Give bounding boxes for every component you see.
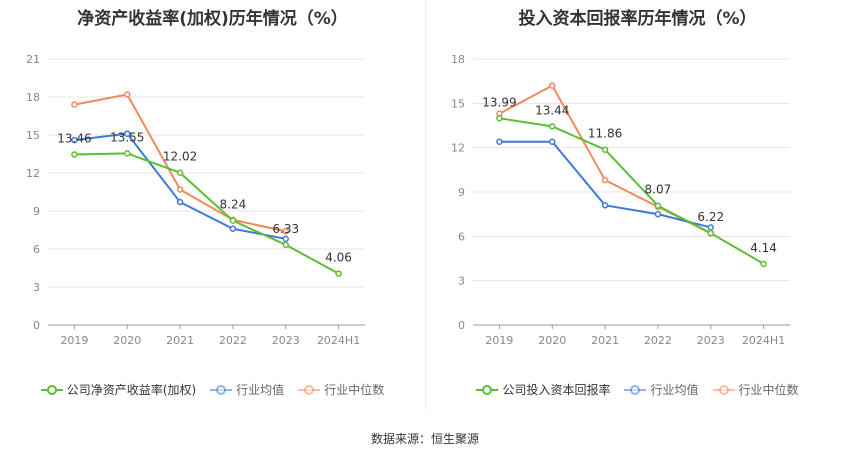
legend-label: 行业中位数 (738, 383, 799, 397)
legend-item-avg[interactable]: 行业均值 (210, 381, 284, 398)
y-tick-label: 0 (458, 319, 465, 332)
data-label: 8.07 (645, 183, 672, 197)
y-tick-label: 9 (458, 186, 465, 199)
data-label: 11.86 (588, 127, 622, 141)
series-line-median (498, 84, 712, 235)
data-point-company (124, 150, 131, 157)
data-point-median (71, 101, 78, 108)
y-tick-label: 12 (451, 142, 465, 155)
data-label: 13.46 (57, 132, 91, 146)
data-label: 13.44 (535, 103, 569, 117)
data-point-avg (654, 210, 662, 218)
y-tick-label: 3 (458, 275, 465, 288)
y-tick-label: 0 (33, 319, 40, 332)
data-point-median (601, 176, 609, 184)
data-point-company (71, 151, 78, 158)
y-tick-label: 18 (26, 91, 40, 104)
x-tick-label: 2021 (166, 334, 194, 347)
data-point-avg (549, 138, 556, 146)
data-point-company (176, 169, 184, 176)
legend-label: 公司投入资本回报率 (502, 383, 611, 397)
data-point-median (176, 186, 184, 193)
x-tick-label: 2019 (485, 334, 513, 347)
y-tick-label: 12 (26, 167, 40, 180)
y-tick-label: 21 (26, 53, 40, 66)
series-line-company (499, 117, 765, 265)
y-tick-label: 15 (451, 97, 465, 110)
x-tick-label: 2023 (697, 334, 725, 347)
data-point-avg (124, 130, 131, 137)
data-point-avg (707, 224, 714, 231)
data-point-avg (176, 198, 184, 206)
data-point-company (282, 241, 289, 249)
series-line-avg (499, 140, 711, 229)
data-point-median (282, 228, 289, 235)
legend-label: 公司净资产收益率(加权) (66, 383, 197, 397)
y-tick-label: 18 (451, 53, 465, 66)
legend-label: 行业均值 (236, 383, 285, 397)
legend-line-icon (298, 384, 321, 395)
x-tick-label: 2019 (60, 334, 88, 347)
legend-label: 行业中位数 (324, 383, 385, 397)
legend-item-median[interactable]: 行业中位数 (712, 381, 799, 398)
legend-item-median[interactable]: 行业中位数 (298, 381, 384, 398)
data-point-median (124, 91, 131, 98)
y-tick-label: 15 (26, 129, 40, 142)
x-tick-label: 2020 (538, 334, 566, 347)
x-tick-label: 2024H1 (317, 334, 360, 347)
y-tick-label: 3 (33, 281, 40, 294)
legend-line-icon (40, 384, 63, 395)
data-label: 4.06 (325, 251, 352, 265)
y-tick-label: 9 (33, 205, 40, 218)
x-tick-label: 2022 (644, 334, 672, 347)
x-tick-label: 2024H1 (742, 334, 785, 347)
legend-line-icon (476, 384, 499, 395)
data-point-company (549, 123, 556, 130)
data-point-company (496, 115, 503, 122)
data-point-company (760, 260, 767, 268)
x-tick-label: 2021 (591, 334, 619, 347)
data-source-note: 数据来源：恒生聚源 (370, 432, 479, 446)
data-point-company (601, 146, 609, 153)
data-label: 12.02 (163, 150, 197, 164)
y-tick-label: 6 (458, 230, 465, 243)
legend-line-icon (712, 384, 735, 395)
y-tick-label: 6 (33, 243, 40, 256)
legend-item-avg[interactable]: 行业均值 (624, 381, 699, 398)
data-point-avg (496, 138, 503, 146)
data-label: 6.33 (272, 222, 299, 236)
data-label: 6.22 (697, 210, 724, 224)
data-point-avg (282, 235, 289, 243)
series-line-company (74, 152, 340, 275)
roic-chart: 0 3 6 9 12 15 18 2019 2020 2021 2022 2023 2024H1 13.9… (451, 53, 790, 347)
x-tick-label: 2020 (113, 334, 141, 347)
x-tick-label: 2023 (272, 334, 300, 347)
data-label: 4.14 (750, 241, 777, 255)
legend-line-icon (624, 384, 647, 395)
chart-legend: 公司净资产收益率(加权) 行业均值 行业中位数 (0, 381, 425, 398)
data-point-avg (71, 136, 78, 144)
data-point-company (229, 217, 237, 224)
legend-line-icon (210, 384, 233, 395)
legend-item-company[interactable]: 公司投入资本回报率 (476, 381, 610, 398)
data-point-company (335, 270, 342, 277)
data-label: 13.99 (482, 95, 516, 109)
data-label: 13.55 (110, 130, 144, 144)
roe-chart: 0 3 6 9 12 15 18 21 2019 2020 2021 2022 2023 2024H1 13… (26, 53, 365, 347)
data-label: 8.24 (220, 198, 247, 212)
chart-title: 净资产收益率(加权)历年情况（%） (77, 9, 348, 29)
x-tick-label: 2022 (219, 334, 247, 347)
legend-label: 行业均值 (650, 383, 699, 397)
data-point-company (707, 229, 714, 237)
roic-chart-panel: 投入资本回报率历年情况（%） 0 3 6 9 12 15 18 2019 2020 2021 202… (425, 0, 850, 420)
data-point-median (549, 82, 556, 89)
roe-chart-panel: 净资产收益率(加权)历年情况（%） 0 3 6 9 12 15 18 21 2019 2020 20… (0, 0, 425, 420)
chart-legend: 公司投入资本回报率 行业均值 行业中位数 (425, 381, 850, 398)
chart-title: 投入资本回报率历年情况（%） (518, 9, 757, 29)
data-point-avg (601, 202, 609, 209)
data-point-company (654, 202, 662, 209)
panel-divider (425, 0, 426, 410)
data-point-avg (229, 225, 237, 232)
legend-item-company[interactable]: 公司净资产收益率(加权) (40, 381, 197, 398)
